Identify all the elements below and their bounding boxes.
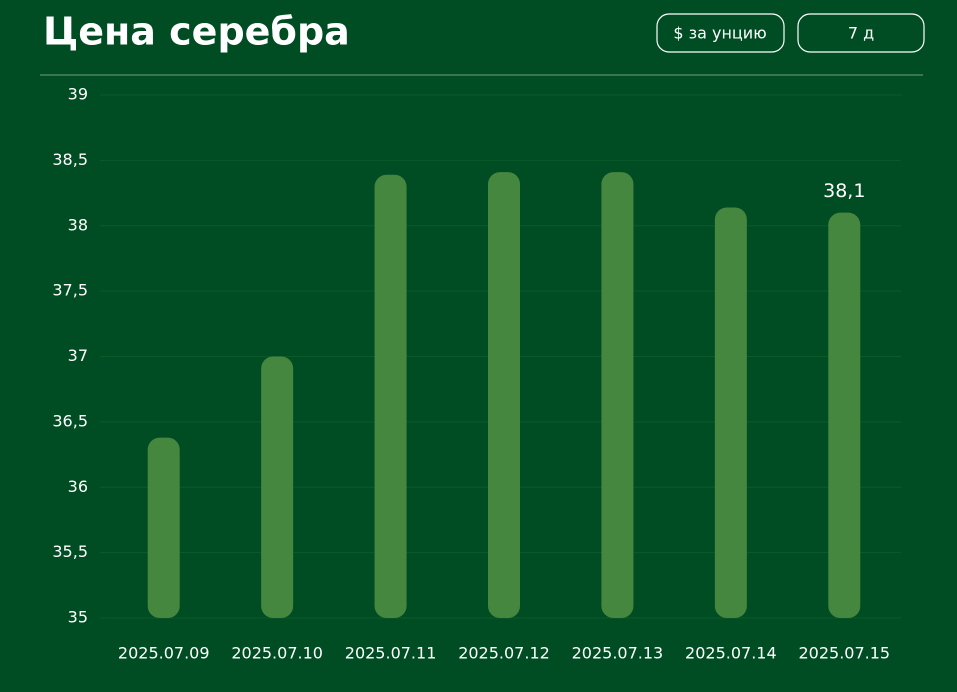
x-tick-label: 2025.07.14 <box>685 644 777 663</box>
button-frame <box>797 13 925 53</box>
button-label[interactable]: $ за унцию <box>673 24 766 43</box>
period-button[interactable]: 7 д <box>797 13 925 53</box>
x-tick-label: 2025.07.13 <box>572 644 664 663</box>
bar <box>261 356 294 618</box>
x-tick-label: 2025.07.09 <box>118 644 210 663</box>
y-tick-label: 39 <box>68 85 88 104</box>
x-tick-label: 2025.07.15 <box>798 644 890 663</box>
x-tick-label: 2025.07.11 <box>345 644 437 663</box>
button-label[interactable]: 7 д <box>848 24 874 43</box>
x-tick-label: 2025.07.10 <box>231 644 323 663</box>
y-tick-label: 35 <box>68 608 88 627</box>
bar <box>828 212 861 619</box>
bar <box>601 172 634 618</box>
bar <box>714 207 747 618</box>
y-tick-label: 37,5 <box>52 281 88 300</box>
unit-button[interactable]: $ за унцию <box>656 13 785 53</box>
bar <box>147 437 180 618</box>
value-label: 38,1 <box>823 180 865 202</box>
button-frame <box>656 13 785 53</box>
bar <box>488 172 520 618</box>
y-tick-label: 35,5 <box>52 542 88 561</box>
y-tick-label: 36,5 <box>52 411 88 430</box>
y-tick-label: 38 <box>68 215 88 234</box>
y-tick-label: 37 <box>68 346 88 365</box>
bar <box>374 174 407 618</box>
x-tick-label: 2025.07.12 <box>458 644 550 663</box>
page-title: Цена серебра <box>43 10 350 54</box>
y-tick-label: 36 <box>68 477 88 496</box>
y-tick-label: 38,5 <box>52 150 88 169</box>
